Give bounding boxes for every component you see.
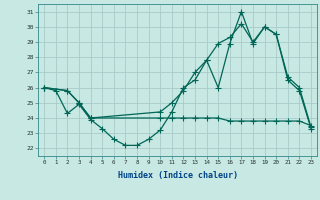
X-axis label: Humidex (Indice chaleur): Humidex (Indice chaleur) xyxy=(118,171,238,180)
